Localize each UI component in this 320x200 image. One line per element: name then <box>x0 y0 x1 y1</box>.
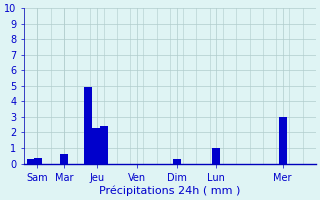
Bar <box>92 128 100 164</box>
Bar <box>84 87 92 164</box>
Bar <box>279 117 287 164</box>
Bar <box>28 159 35 164</box>
Bar <box>172 159 180 164</box>
Bar <box>100 126 108 164</box>
Bar <box>60 154 68 164</box>
Bar <box>34 158 42 164</box>
Bar <box>212 148 220 164</box>
X-axis label: Précipitations 24h ( mm ): Précipitations 24h ( mm ) <box>99 185 241 196</box>
